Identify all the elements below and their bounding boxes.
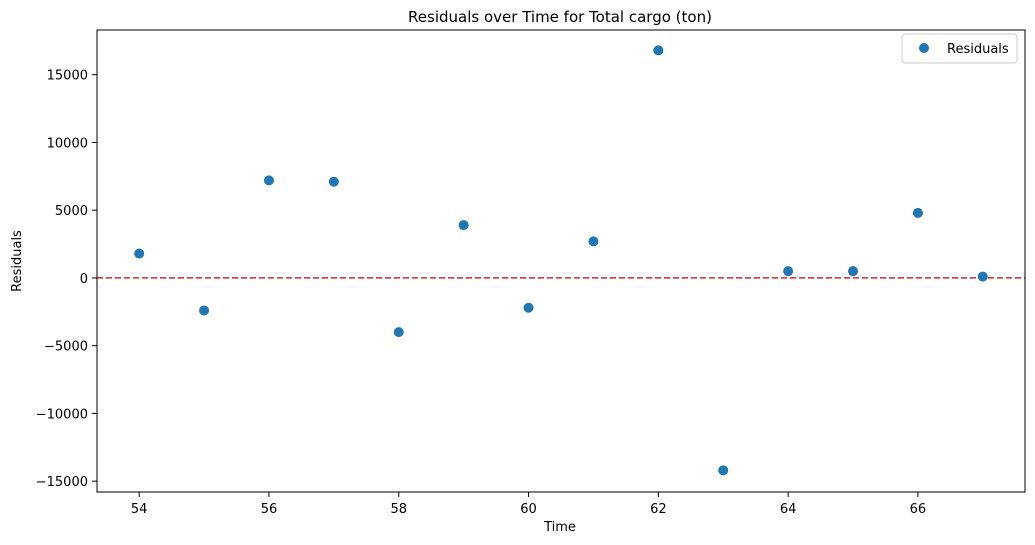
y-tick-label: −10000 — [36, 407, 88, 422]
x-tick-label: 58 — [390, 502, 407, 517]
residual-point — [263, 175, 274, 186]
x-axis-ticks: 54 56 58 60 62 64 66 — [131, 492, 926, 517]
residual-point — [653, 45, 664, 56]
residual-point — [523, 302, 534, 313]
y-tick-label: −5000 — [44, 340, 88, 355]
legend-marker — [919, 43, 929, 53]
chart-title: Residuals over Time for Total cargo (ton… — [408, 8, 712, 26]
x-tick-label: 60 — [520, 502, 537, 517]
x-tick-label: 64 — [780, 502, 797, 517]
residual-point — [912, 207, 923, 218]
y-tick-label: 15000 — [47, 69, 88, 84]
x-axis-label: Time — [543, 520, 576, 535]
y-axis-ticks: −15000 −10000 −5000 0 5000 10000 15000 — [36, 69, 97, 490]
residual-points — [134, 45, 988, 476]
residual-point — [848, 266, 859, 277]
legend: Residuals — [901, 33, 1018, 64]
x-tick-label: 54 — [131, 502, 148, 517]
residual-point — [783, 266, 794, 277]
y-tick-label: −15000 — [36, 475, 88, 490]
residual-point — [134, 248, 145, 259]
residual-point — [199, 305, 210, 316]
residual-point — [588, 236, 599, 247]
x-tick-label: 62 — [650, 502, 667, 517]
plot-frame — [96, 29, 1026, 493]
residual-point — [458, 220, 469, 231]
legend-label: Residuals — [947, 42, 1009, 57]
x-tick-label: 56 — [261, 502, 278, 517]
y-tick-label: 5000 — [55, 204, 88, 219]
y-tick-label: 10000 — [47, 136, 88, 151]
residual-point — [977, 271, 988, 282]
legend-box — [901, 33, 1018, 64]
y-axis-label: Residuals — [10, 230, 25, 292]
y-tick-label: 0 — [80, 272, 88, 287]
residual-point — [718, 465, 729, 476]
residual-point — [328, 176, 339, 187]
residual-point — [393, 327, 404, 338]
x-tick-label: 66 — [910, 502, 927, 517]
